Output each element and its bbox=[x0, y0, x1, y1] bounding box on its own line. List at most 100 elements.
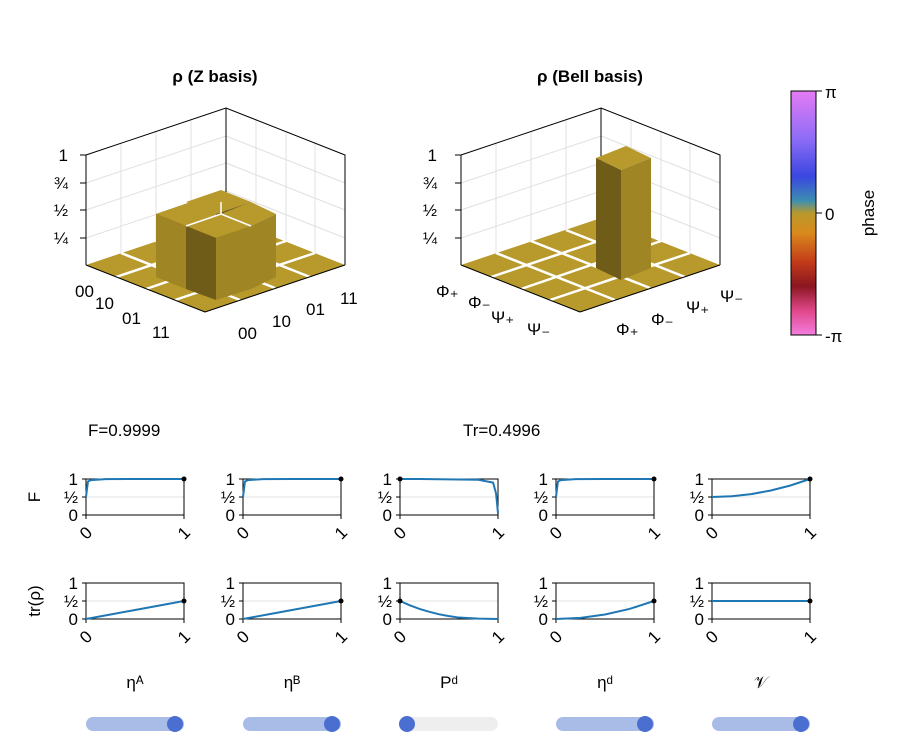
zbasis-bars bbox=[156, 190, 276, 300]
bellbasis-row-2: Ψ₊ bbox=[491, 308, 514, 327]
current-marker bbox=[807, 476, 813, 482]
slider-thumb-etaB[interactable] bbox=[324, 716, 340, 732]
ytick-label: 0 bbox=[226, 506, 235, 525]
zbasis-ztick-1: 1 bbox=[59, 146, 68, 165]
xlabel-4: 𝒱 bbox=[754, 673, 771, 692]
panel-tr-vs-etad: 1½00 1 bbox=[534, 574, 664, 647]
bellbasis-title: ρ (Bell basis) bbox=[537, 67, 643, 86]
current-marker bbox=[807, 598, 813, 604]
xtick-label: 1 bbox=[331, 627, 351, 647]
ytick-label: 1 bbox=[539, 574, 548, 593]
zbasis-col-2: 01 bbox=[306, 300, 325, 319]
bar-01-01 bbox=[186, 202, 276, 300]
zbasis-row-2: 01 bbox=[122, 309, 141, 328]
zbasis-title: ρ (Z basis) bbox=[172, 67, 257, 86]
xtick-label: 0 bbox=[76, 523, 96, 543]
ytick-label: 0 bbox=[226, 610, 235, 629]
trace-readout: Tr=0.4996 bbox=[463, 421, 540, 440]
ytick-label: 1 bbox=[226, 470, 235, 489]
zbasis-row-3: 11 bbox=[152, 323, 170, 342]
slider-etaB[interactable] bbox=[243, 716, 341, 732]
ylabel-F: F bbox=[25, 492, 44, 502]
panel-F-vs-etaA: 1½00 1 bbox=[64, 470, 194, 543]
bellbasis-col-3: Ψ₋ bbox=[720, 287, 743, 306]
ytick-label: 0 bbox=[539, 506, 548, 525]
ytick-label: ½ bbox=[221, 488, 235, 507]
bellbasis-row-3: Ψ₋ bbox=[527, 320, 550, 339]
series-line bbox=[555, 600, 655, 620]
slider-thumb-etaA[interactable] bbox=[167, 716, 183, 732]
slider-etaA[interactable] bbox=[86, 716, 184, 732]
ytick-label: ½ bbox=[534, 592, 548, 611]
ytick-label: 0 bbox=[69, 506, 78, 525]
current-marker bbox=[397, 476, 403, 482]
ytick-label: ½ bbox=[64, 592, 78, 611]
zbasis-col-3: 11 bbox=[340, 289, 358, 308]
bellbasis-row-0: Φ₊ bbox=[436, 282, 459, 301]
ytick-label: ½ bbox=[378, 488, 392, 507]
zbasis-ztick-q: ¼ bbox=[54, 229, 69, 248]
slider-thumb-etad[interactable] bbox=[637, 716, 653, 732]
ytick-label: 1 bbox=[383, 470, 392, 489]
ytick-label: 1 bbox=[226, 574, 235, 593]
current-marker bbox=[651, 598, 657, 604]
slider-thumb-V[interactable] bbox=[793, 716, 809, 732]
bellbasis-plot: ρ (Bell basis) 1 ¾ ½ ¼ Φ₊ bbox=[423, 67, 743, 339]
current-marker bbox=[338, 476, 344, 482]
series-line bbox=[400, 478, 499, 514]
ytick-label: 1 bbox=[69, 574, 78, 593]
xtick-label: 0 bbox=[702, 627, 722, 647]
colorbar-tick-pi: π bbox=[825, 83, 837, 102]
panel-F-vs-V: 1½00 1 bbox=[690, 470, 820, 543]
xtick-label: 0 bbox=[546, 523, 566, 543]
bellbasis-col-1: Φ₋ bbox=[651, 310, 674, 329]
series-line bbox=[85, 600, 185, 620]
ytick-label: ½ bbox=[221, 592, 235, 611]
zbasis-plot: ρ (Z basis) bbox=[54, 67, 358, 343]
xtick-label: 1 bbox=[644, 523, 664, 543]
current-marker bbox=[397, 598, 403, 604]
xtick-label: 1 bbox=[488, 523, 508, 543]
ytick-label: 0 bbox=[695, 506, 704, 525]
xtick-label: 1 bbox=[800, 523, 820, 543]
ytick-label: 0 bbox=[383, 506, 392, 525]
xtick-label: 1 bbox=[174, 523, 194, 543]
xtick-label: 0 bbox=[233, 523, 253, 543]
bellbasis-ztick-half: ½ bbox=[423, 201, 437, 220]
panel-F-vs-etaB: 1½00 1 bbox=[221, 470, 351, 543]
ytick-label: ½ bbox=[378, 592, 392, 611]
ylabel-trace: tr(ρ) bbox=[25, 585, 44, 616]
panel-F-vs-etad: 1½00 1 bbox=[534, 470, 664, 543]
ytick-label: 0 bbox=[69, 610, 78, 629]
slider-Pd[interactable] bbox=[399, 716, 498, 732]
xtick-label: 1 bbox=[331, 523, 351, 543]
xlabel-3: ηᵈ bbox=[597, 673, 613, 692]
ytick-label: ½ bbox=[534, 488, 548, 507]
xtick-label: 1 bbox=[174, 627, 194, 647]
current-marker bbox=[651, 476, 657, 482]
bellbasis-ztick-3q: ¾ bbox=[423, 174, 438, 193]
panel-tr-vs-Pd: 1½00 1 bbox=[378, 574, 508, 647]
ytick-label: 0 bbox=[383, 610, 392, 629]
xtick-label: 1 bbox=[644, 627, 664, 647]
colorbar-label: phase bbox=[859, 190, 878, 236]
ytick-label: ½ bbox=[64, 488, 78, 507]
series-line bbox=[85, 478, 184, 498]
slider-etad[interactable] bbox=[556, 716, 654, 732]
zbasis-col-1: 10 bbox=[272, 312, 291, 331]
ytick-label: ½ bbox=[690, 488, 704, 507]
zbasis-row-0: 00 bbox=[75, 282, 94, 301]
xtick-label: 1 bbox=[800, 627, 820, 647]
current-marker bbox=[181, 476, 187, 482]
xtick-label: 0 bbox=[233, 627, 253, 647]
zbasis-ztick-half: ½ bbox=[54, 201, 68, 220]
slider-V[interactable] bbox=[712, 716, 810, 732]
ytick-label: 1 bbox=[695, 470, 704, 489]
slider-thumb-Pd[interactable] bbox=[399, 716, 415, 732]
current-marker bbox=[338, 598, 344, 604]
ytick-label: 1 bbox=[69, 470, 78, 489]
series-line bbox=[711, 478, 811, 498]
current-marker bbox=[181, 598, 187, 604]
series-line bbox=[555, 478, 654, 498]
